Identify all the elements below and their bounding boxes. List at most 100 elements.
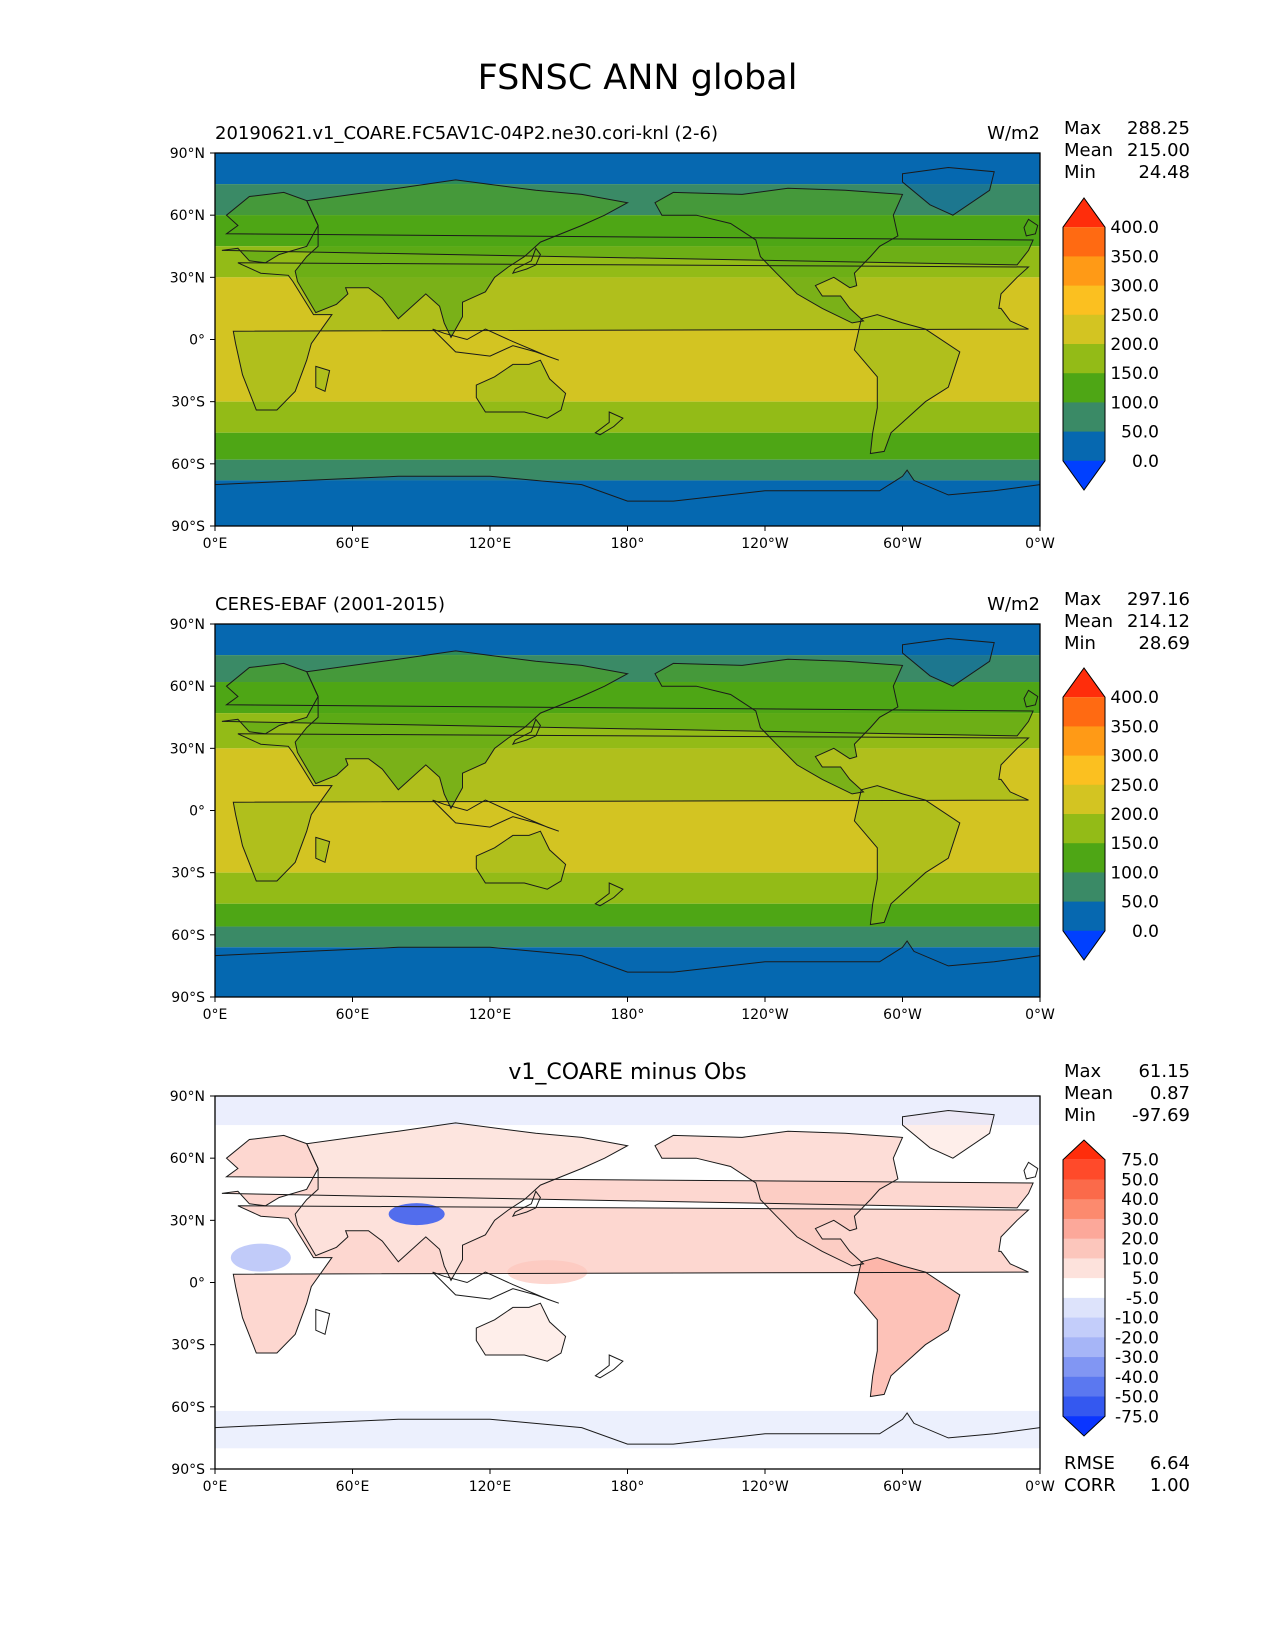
lon-tick-label: 0°W: [1025, 536, 1055, 552]
colorbar-segment: [1063, 1218, 1105, 1240]
panel-left-title-test: 20190621.v1_COARE.FC5AV1C-04P2.ne30.cori…: [215, 123, 718, 144]
coastline-seasia: [432, 328, 559, 361]
colorbar-segment: [1063, 1357, 1105, 1378]
lon-tick-label: 120°E: [469, 1479, 512, 1495]
lon-tick-label: 60°E: [336, 1479, 370, 1495]
colorbar-test: 400.0 350.0 300.0 250.0 200.0 150.0 100.0 50.0 0…: [1062, 197, 1159, 491]
lon-tick-label: 120°E: [469, 536, 512, 552]
coastline-nz: [594, 882, 624, 907]
stat-label-max: Max: [1064, 1061, 1102, 1082]
lat-tick-label: 90°N: [170, 617, 205, 633]
colorbar-label: -10.0: [1115, 1309, 1159, 1329]
lon-tick-label: 0°E: [203, 1479, 228, 1495]
panel-left-title-ref: CERES-EBAF (2001-2015): [215, 594, 446, 615]
colorbar-segment: [1063, 1159, 1105, 1180]
colorbar-label: 50.0: [1121, 1170, 1159, 1190]
colorbar-label: 200.0: [1110, 335, 1159, 355]
coastline-seasia: [432, 799, 559, 832]
colorbar-segment: [1063, 1179, 1105, 1200]
panel-center-title-diff: v1_COARE minus Obs: [508, 1060, 747, 1085]
lat-tick-label: 0°: [189, 1276, 205, 1292]
colorbar-label: -30.0: [1115, 1348, 1159, 1368]
lat-tick-label: 60°S: [171, 457, 205, 473]
land-fill-antarctica: [215, 470, 1040, 526]
colorbar-segment: [1063, 285, 1105, 316]
lat-tick-label: 30°S: [171, 866, 205, 882]
colorbar-label: 0.0: [1132, 452, 1159, 472]
colorbar-segment: [1063, 814, 1105, 844]
stat-label-min: Min: [1064, 1105, 1096, 1126]
land-fill-samerica: [854, 785, 960, 925]
colorbar-segment: [1063, 431, 1105, 462]
map-panel-ref: 90°N 60°N 30°N 0° 30°S 60°S 90°S0°E 60°E 120°E 18…: [170, 617, 1159, 1023]
coastline-antarctica: [215, 940, 1040, 973]
coastline-greenland: [902, 166, 995, 216]
colorbar-label: -40.0: [1115, 1368, 1159, 1388]
map-panel-diff: 90°N 60°N 30°N 0° 30°S 60°S 90°S0°E 60°E 120°E 18…: [170, 1089, 1159, 1495]
colorbar-segment: [1063, 755, 1105, 786]
lon-tick-label: 60°E: [336, 536, 370, 552]
stat-value-max: 61.15: [1138, 1061, 1190, 1082]
stat-value-mean: 215.00: [1127, 140, 1190, 161]
lon-tick-label: 0°E: [203, 1007, 228, 1023]
coastline-samerica: [853, 314, 961, 455]
lon-tick-label: 120°W: [741, 536, 789, 552]
colorbar-segment: [1063, 1258, 1105, 1279]
stat-value-mean: 0.87: [1149, 1083, 1190, 1104]
colorbar-label: 350.0: [1110, 247, 1159, 267]
lat-tick-label: 90°N: [170, 146, 205, 162]
colorbar-label: 150.0: [1110, 364, 1159, 384]
sahel-anomaly: [230, 1243, 291, 1272]
coastline-asia: [294, 1122, 629, 1282]
stat-label-mean: Mean: [1064, 1083, 1114, 1104]
lat-tick-label: 90°N: [170, 1089, 205, 1105]
lon-tick-label: 180°: [611, 1479, 645, 1495]
colorbar-label: 400.0: [1110, 688, 1159, 708]
colorbar-label: 300.0: [1110, 747, 1159, 767]
southern-ocean-anomaly: [215, 1410, 1040, 1449]
lon-tick-label: 0°W: [1025, 1479, 1055, 1495]
colorbar-label: 200.0: [1110, 805, 1159, 825]
colorbar-label: 50.0: [1121, 893, 1159, 913]
coastline-nz: [594, 1354, 624, 1379]
stat-value-max: 297.16: [1127, 589, 1190, 610]
stat-value-min: 24.48: [1138, 162, 1190, 183]
colorbar-segment: [1063, 1337, 1105, 1358]
colorbar-label: -20.0: [1115, 1328, 1159, 1348]
colorbar-segment: [1063, 256, 1105, 287]
map-panel-test: 90°N 60°N 30°N 0° 30°S 60°S 90°S0°E 60°E 120°E 18…: [170, 146, 1159, 552]
warm-pool-anomaly: [507, 1260, 588, 1285]
colorbar-label: 30.0: [1121, 1210, 1159, 1230]
stat-value-max: 288.25: [1127, 118, 1190, 139]
lon-tick-label: 60°W: [883, 1007, 922, 1023]
colorbar-label: 350.0: [1110, 717, 1159, 737]
land-fill-namerica: [655, 659, 903, 794]
diff-land-asia: [295, 1122, 628, 1281]
lat-tick-label: 30°N: [170, 1213, 205, 1229]
lat-tick-label: 60°N: [170, 208, 205, 224]
colorbar-label: -50.0: [1115, 1388, 1159, 1408]
stat-value-corr: 1.00: [1149, 1475, 1190, 1496]
colorbar-segment: [1063, 872, 1105, 903]
stat-label-min: Min: [1064, 162, 1096, 183]
coastline-namerica: [654, 658, 904, 795]
coastline-madagascar: [315, 365, 331, 393]
stat-label-mean: Mean: [1064, 140, 1114, 161]
colorbar-segment: [1063, 402, 1105, 433]
lon-tick-label: 0°W: [1025, 1007, 1055, 1023]
colorbar-segment: [1063, 784, 1105, 815]
colorbar-tip-bottom: [1063, 460, 1105, 490]
coastline-antarctica: [215, 469, 1040, 502]
colorbar-label: 20.0: [1121, 1230, 1159, 1250]
lat-tick-label: 60°S: [171, 1400, 205, 1416]
colorbar-label: -5.0: [1126, 1289, 1159, 1309]
lat-tick-label: 60°N: [170, 679, 205, 695]
coastline-japan: [511, 1190, 541, 1218]
colorbar-label: 5.0: [1132, 1269, 1159, 1289]
tibet-anomaly: [388, 1203, 445, 1226]
colorbar-label: 0.0: [1132, 922, 1159, 942]
colorbar-ref: 400.0 350.0 300.0 250.0 200.0 150.0 100.0 50.0 0…: [1062, 667, 1159, 961]
lon-tick-label: 120°W: [741, 1007, 789, 1023]
coastline-asia: [294, 179, 629, 339]
colorbar-label: 400.0: [1110, 218, 1159, 238]
